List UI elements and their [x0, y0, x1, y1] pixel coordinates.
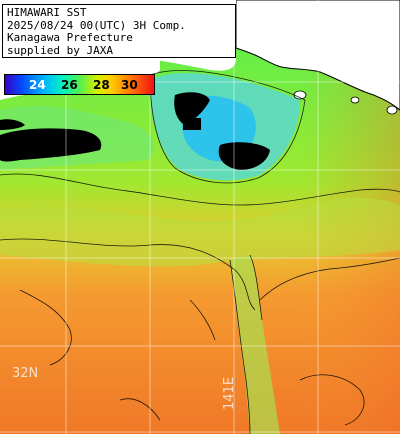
cloud-mask [0, 119, 25, 130]
legend-tick-24: 24 [29, 78, 46, 92]
island [386, 105, 398, 115]
cloud-mask [218, 142, 270, 170]
cloud-mask [183, 118, 201, 130]
longitude-label: 141E [222, 376, 237, 410]
temperature-legend: 24 26 28 30 [4, 74, 155, 95]
cloud-mask [0, 128, 102, 162]
legend-tick-26: 26 [61, 78, 78, 92]
image-info-box: HIMAWARI SST 2025/08/24 00(UTC) 3H Comp. K… [2, 4, 236, 58]
info-region: Kanagawa Prefecture [7, 31, 133, 44]
latitude-label: 32N [12, 366, 39, 381]
info-supplier: supplied by JAXA [7, 43, 113, 57]
island [350, 96, 360, 104]
cloud-mask [174, 92, 210, 125]
info-title: HIMAWARI SST [7, 6, 87, 19]
info-timestamp: 2025/08/24 00(UTC) 3H Comp. [7, 18, 186, 32]
legend-tick-28: 28 [93, 78, 110, 92]
legend-tick-30: 30 [121, 78, 138, 92]
